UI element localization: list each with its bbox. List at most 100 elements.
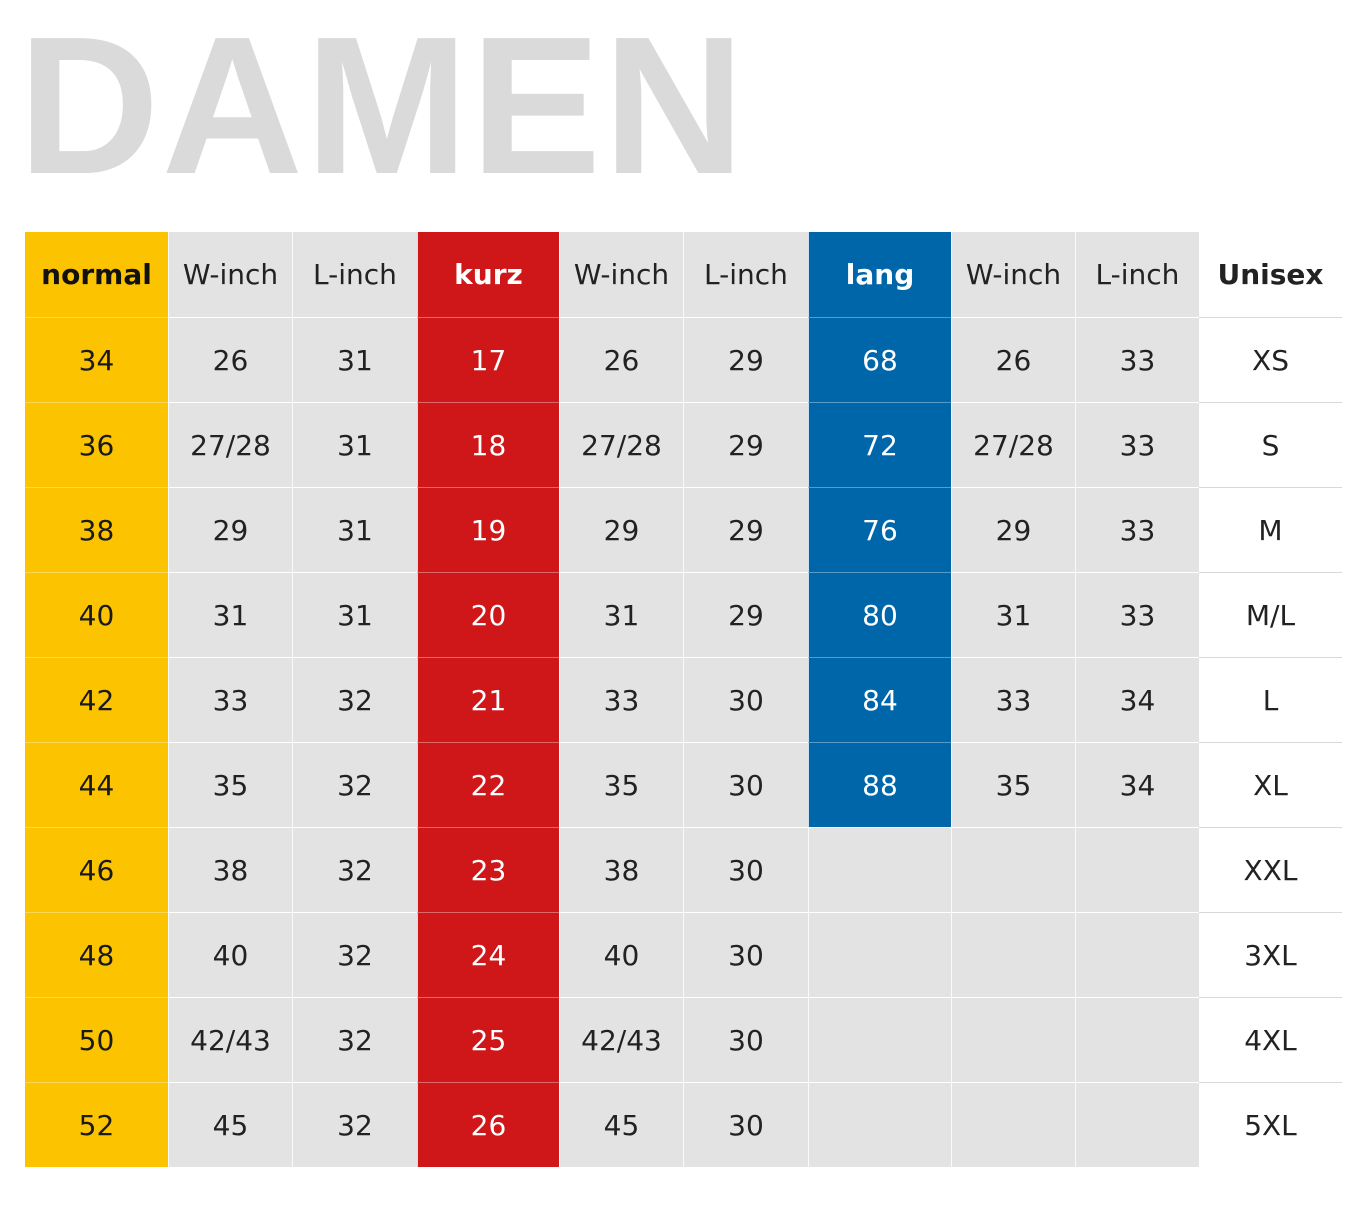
table-cell: 5XL	[1199, 1082, 1342, 1167]
table-cell: 35	[559, 742, 683, 827]
table-cell: 27/28	[168, 402, 292, 487]
table-cell: 18	[417, 402, 559, 487]
table-cell: 32	[292, 742, 417, 827]
table-cell: 29	[168, 487, 292, 572]
table-cell: 45	[559, 1082, 683, 1167]
table-cell: 32	[292, 827, 417, 912]
table-cell: 30	[683, 742, 808, 827]
header-cell: L-inch	[683, 232, 808, 317]
table-cell: 33	[168, 657, 292, 742]
table-cell: 76	[808, 487, 951, 572]
table-cell	[1075, 997, 1199, 1082]
table-cell: L	[1199, 657, 1342, 742]
table-cell: 29	[683, 572, 808, 657]
table-cell: 33	[1075, 317, 1199, 402]
table-cell: XXL	[1199, 827, 1342, 912]
table-cell	[1075, 1082, 1199, 1167]
table-cell: 29	[683, 402, 808, 487]
table-cell: 35	[951, 742, 1075, 827]
table-cell	[808, 827, 951, 912]
table-cell	[1075, 827, 1199, 912]
table-cell: 20	[417, 572, 559, 657]
table-cell: 29	[559, 487, 683, 572]
table-cell: 26	[168, 317, 292, 402]
header-cell: W-inch	[559, 232, 683, 317]
table-cell: 31	[292, 487, 417, 572]
header-cell: W-inch	[951, 232, 1075, 317]
table-cell: 22	[417, 742, 559, 827]
table-cell: 31	[292, 402, 417, 487]
table-cell: 32	[292, 1082, 417, 1167]
table-cell: 50	[25, 997, 168, 1082]
table-cell: 48	[25, 912, 168, 997]
table-cell: 88	[808, 742, 951, 827]
table-cell: 34	[1075, 742, 1199, 827]
table-cell: 24	[417, 912, 559, 997]
table-cell	[951, 1082, 1075, 1167]
table-cell	[951, 912, 1075, 997]
table-cell: 42/43	[168, 997, 292, 1082]
table-cell: M/L	[1199, 572, 1342, 657]
table-cell: 40	[559, 912, 683, 997]
table-cell: 30	[683, 1082, 808, 1167]
table-cell: 35	[168, 742, 292, 827]
table-cell	[808, 997, 951, 1082]
table-cell	[808, 1082, 951, 1167]
table-cell	[951, 997, 1075, 1082]
table-cell: 30	[683, 657, 808, 742]
table-cell: 33	[1075, 402, 1199, 487]
table-cell: 33	[1075, 572, 1199, 657]
table-cell: 21	[417, 657, 559, 742]
table-cell: 31	[168, 572, 292, 657]
header-cell: L-inch	[292, 232, 417, 317]
table-cell: 27/28	[951, 402, 1075, 487]
table-cell: 80	[808, 572, 951, 657]
table-cell: 26	[417, 1082, 559, 1167]
table-cell: 29	[951, 487, 1075, 572]
table-cell: 33	[951, 657, 1075, 742]
table-cell: 45	[168, 1082, 292, 1167]
table-cell: 84	[808, 657, 951, 742]
table-cell: 30	[683, 912, 808, 997]
page-title: DAMEN	[18, 0, 747, 215]
table-cell: M	[1199, 487, 1342, 572]
table-cell: 40	[168, 912, 292, 997]
table-cell: 4XL	[1199, 997, 1342, 1082]
table-cell: 46	[25, 827, 168, 912]
table-cell: S	[1199, 402, 1342, 487]
table-cell: 26	[559, 317, 683, 402]
table-cell: 19	[417, 487, 559, 572]
table-cell: 31	[951, 572, 1075, 657]
table-cell: 25	[417, 997, 559, 1082]
header-cell: Unisex	[1199, 232, 1342, 317]
table-cell: 42	[25, 657, 168, 742]
table-cell: 38	[559, 827, 683, 912]
table-cell: 29	[683, 317, 808, 402]
table-cell: XL	[1199, 742, 1342, 827]
table-cell: 44	[25, 742, 168, 827]
table-cell: 42/43	[559, 997, 683, 1082]
table-cell: XS	[1199, 317, 1342, 402]
table-cell: 3XL	[1199, 912, 1342, 997]
table-cell: 34	[1075, 657, 1199, 742]
header-cell: L-inch	[1075, 232, 1199, 317]
header-cell: lang	[808, 232, 951, 317]
table-cell	[951, 827, 1075, 912]
table-cell: 31	[559, 572, 683, 657]
table-cell: 33	[1075, 487, 1199, 572]
table-cell: 33	[559, 657, 683, 742]
table-cell: 31	[292, 317, 417, 402]
table-cell: 38	[168, 827, 292, 912]
table-cell: 38	[25, 487, 168, 572]
table-cell: 27/28	[559, 402, 683, 487]
header-cell: normal	[25, 232, 168, 317]
table-cell: 32	[292, 997, 417, 1082]
table-cell: 30	[683, 827, 808, 912]
table-cell: 40	[25, 572, 168, 657]
table-cell: 29	[683, 487, 808, 572]
table-cell: 52	[25, 1082, 168, 1167]
table-cell: 68	[808, 317, 951, 402]
table-cell: 30	[683, 997, 808, 1082]
header-cell: kurz	[417, 232, 559, 317]
